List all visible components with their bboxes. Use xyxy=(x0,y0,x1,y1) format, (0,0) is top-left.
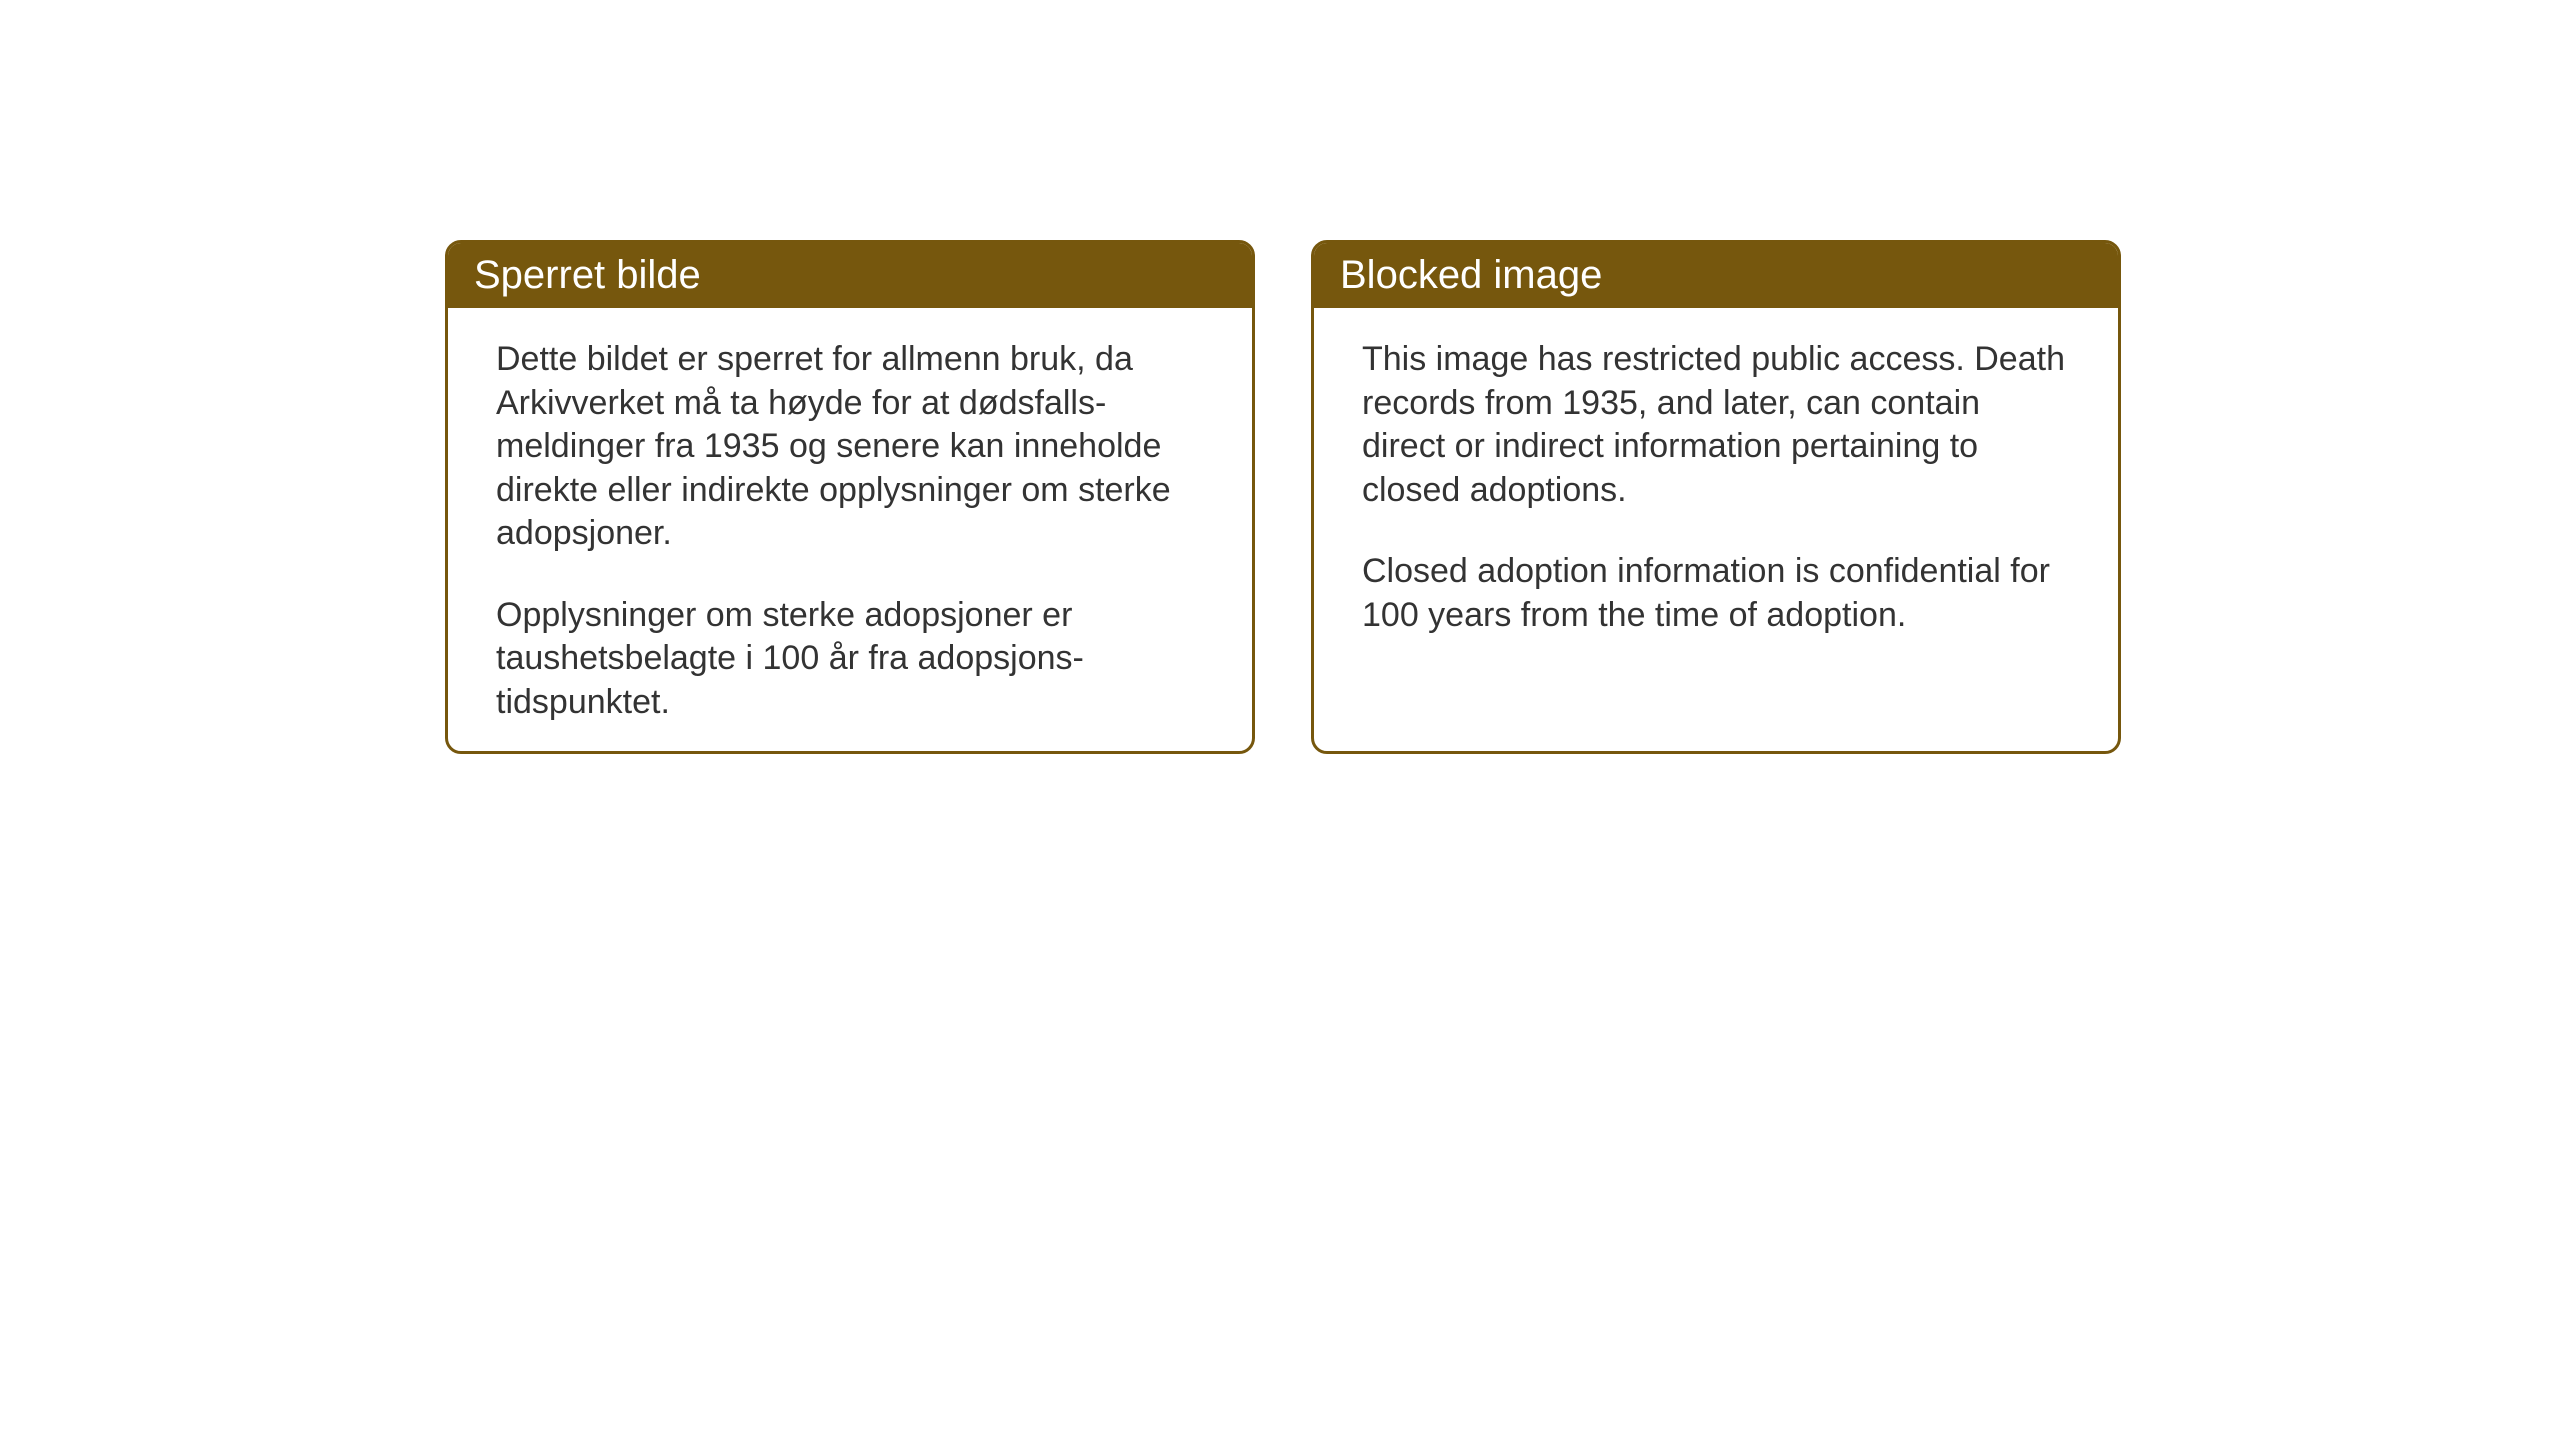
card-norwegian: Sperret bilde Dette bildet er sperret fo… xyxy=(445,240,1255,754)
card-body-norwegian: Dette bildet er sperret for allmenn bruk… xyxy=(448,308,1252,754)
paragraph-norwegian-1: Dette bildet er sperret for allmenn bruk… xyxy=(496,338,1204,556)
card-header-english: Blocked image xyxy=(1314,243,2118,308)
paragraph-english-1: This image has restricted public access.… xyxy=(1362,338,2070,512)
card-english: Blocked image This image has restricted … xyxy=(1311,240,2121,754)
cards-container: Sperret bilde Dette bildet er sperret fo… xyxy=(0,0,2560,754)
paragraph-norwegian-2: Opplysninger om sterke adopsjoner er tau… xyxy=(496,594,1204,725)
card-body-english: This image has restricted public access.… xyxy=(1314,308,2118,677)
card-header-norwegian: Sperret bilde xyxy=(448,243,1252,308)
paragraph-english-2: Closed adoption information is confident… xyxy=(1362,550,2070,637)
